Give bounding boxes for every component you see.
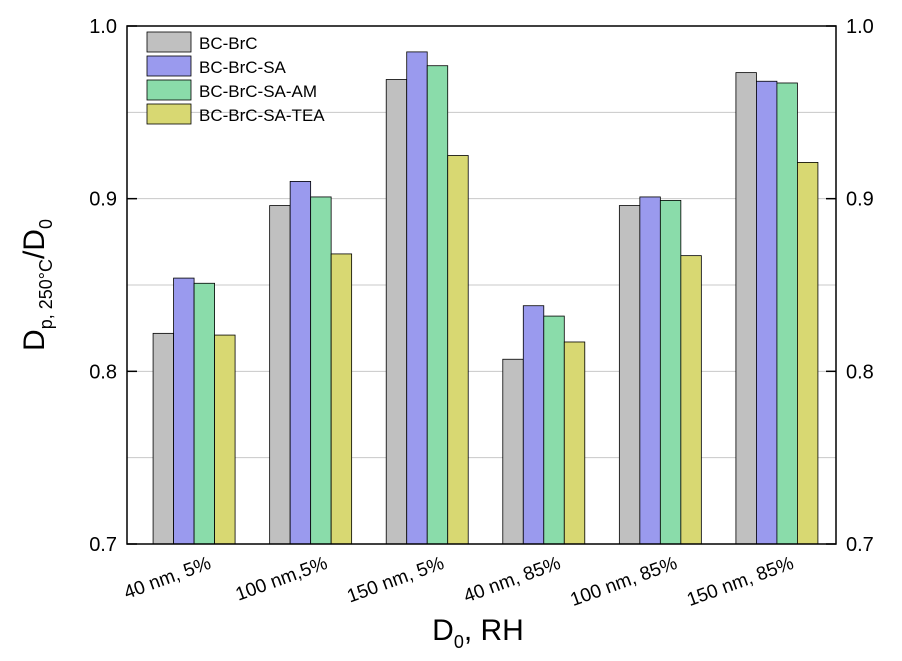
x-label-sub: 0 [454, 632, 464, 652]
x-tick-label: 100 nm, 85% [568, 553, 680, 611]
bar [269, 205, 291, 545]
bar [385, 79, 408, 545]
legend-label: BC-BrC [199, 34, 258, 53]
legend-swatch [146, 103, 192, 125]
y2-tick-label: 0.8 [846, 361, 874, 383]
x-label-rest: , RH [464, 614, 524, 647]
legend-label: BC-BrC-SA-TEA [199, 106, 325, 125]
bar [659, 199, 682, 545]
bar [797, 162, 819, 545]
legend-swatch [146, 55, 192, 77]
bar [756, 80, 778, 545]
bar [289, 180, 312, 545]
bar [639, 196, 661, 545]
legend-swatch [146, 79, 192, 101]
x-tick-label: 100 nm,5% [233, 553, 331, 606]
bar [563, 341, 586, 545]
plot-frame [126, 25, 837, 545]
legend-label: BC-BrC-SA-AM [199, 82, 317, 101]
bar [152, 332, 174, 545]
bar [543, 315, 565, 545]
bar [406, 51, 428, 545]
x-tick-label: 150 nm, 85% [684, 553, 796, 611]
y2-tick-label: 0.7 [846, 534, 874, 556]
y-axis-label: Dp, 250°C/D0 [18, 219, 56, 351]
x-tick-label: 40 nm, 85% [461, 553, 564, 607]
x-axis-label: D0, RH [432, 614, 524, 652]
y-label-main: D [18, 329, 51, 351]
bar [173, 277, 195, 545]
bar [522, 305, 545, 545]
y-label-mid: /D [18, 229, 51, 259]
x-tick-label: 150 nm, 5% [344, 553, 447, 607]
y2-tick-label: 0.9 [846, 189, 874, 211]
y-tick-label: 0.9 [89, 189, 117, 211]
bar [330, 253, 353, 545]
y2-tick-label: 1.0 [846, 16, 874, 38]
legend-label: BC-BrC-SA [199, 58, 287, 77]
bar [618, 205, 641, 545]
x-tick-label: 40 nm, 5% [121, 553, 214, 604]
bar [426, 65, 449, 545]
bar [310, 196, 332, 545]
y-label-sub: p, 250°C [36, 259, 56, 329]
y-tick-label: 0.7 [89, 534, 117, 556]
bar [776, 82, 798, 545]
y-label-sub2: 0 [36, 219, 56, 229]
bar [193, 282, 215, 545]
legend-swatch [146, 31, 192, 53]
bar [680, 255, 702, 545]
bar [214, 334, 236, 545]
bar [502, 358, 524, 545]
y-tick-label: 1.0 [89, 16, 117, 38]
bar [735, 72, 757, 545]
bar [447, 155, 469, 545]
y-tick-label: 0.8 [89, 361, 117, 383]
x-label-main: D [432, 614, 454, 647]
